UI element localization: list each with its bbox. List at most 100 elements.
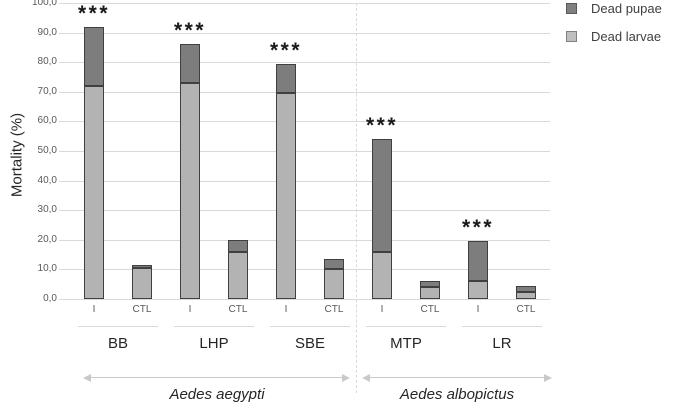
- legend-item-dead-pupae: Dead pupae: [566, 0, 662, 17]
- bar-BB-I: [84, 26, 104, 299]
- dead-pupae-swatch: [566, 3, 577, 14]
- species-separator-dashed-line: [356, 3, 357, 393]
- dead-larvae-swatch: [566, 31, 577, 42]
- gridline-10,0: [66, 269, 550, 271]
- condition-label-BB-CTL: CTL: [132, 304, 152, 315]
- y-tick-mark: [59, 180, 66, 182]
- bar-LR-CTL: [516, 285, 536, 299]
- gridline-90,0: [66, 32, 550, 34]
- bar-LHP-I: [180, 44, 200, 299]
- significance-stars-LR: ***: [461, 216, 495, 240]
- gridline-30,0: [66, 210, 550, 212]
- segment-dead-pupae: [84, 26, 104, 86]
- condition-label-MTP-I: I: [380, 304, 384, 315]
- y-tick-label: 60,0: [37, 115, 57, 127]
- segment-dead-larvae: [372, 251, 392, 299]
- segment-dead-pupae: [276, 63, 296, 94]
- y-tick-label: 0,0: [43, 293, 57, 304]
- y-tick-label: 100,0: [31, 0, 57, 8]
- y-tick-mark: [59, 91, 66, 93]
- aedes-aegypti-section-arrow: [83, 373, 350, 382]
- significance-stars-SBE: ***: [269, 38, 303, 62]
- group-label-LR: LR: [492, 335, 512, 352]
- y-tick-mark: [59, 3, 66, 4]
- bar-MTP-I: [372, 139, 392, 299]
- condition-label-BB-I: I: [92, 304, 96, 315]
- species-label-aedes-aegypti: Aedes aegypti: [169, 386, 265, 403]
- y-tick-label: 80,0: [37, 56, 57, 68]
- legend-item-dead-larvae: Dead larvae: [566, 28, 662, 45]
- gridline-0,0: [66, 299, 550, 300]
- y-tick-label: 70,0: [37, 85, 57, 97]
- segment-dead-larvae: [276, 93, 296, 299]
- segment-dead-pupae: [372, 139, 392, 252]
- segment-dead-larvae: [228, 251, 248, 299]
- bar-MTP-CTL: [420, 281, 440, 299]
- gridline-70,0: [66, 91, 550, 93]
- segment-dead-pupae: [516, 285, 536, 292]
- group-label-LHP: LHP: [199, 335, 229, 352]
- group-label-MTP: MTP: [390, 335, 422, 352]
- y-tick-mark: [59, 239, 66, 241]
- segment-dead-pupae: [324, 259, 344, 270]
- legend-label-dead-larvae: Dead larvae: [591, 29, 662, 44]
- group-label-SBE: SBE: [294, 335, 325, 352]
- y-tick-label: 30,0: [37, 204, 57, 216]
- condition-label-LHP-CTL: CTL: [228, 304, 248, 315]
- bar-SBE-I: [276, 63, 296, 299]
- significance-stars-LHP: ***: [173, 19, 207, 43]
- y-tick-label: 90,0: [37, 26, 57, 38]
- y-tick-mark: [59, 151, 66, 152]
- segment-dead-larvae: [468, 281, 488, 299]
- y-tick-mark: [59, 32, 66, 34]
- group-tick-line-LHP: [174, 326, 254, 327]
- gridline-40,0: [66, 180, 550, 182]
- significance-stars-MTP: ***: [365, 114, 399, 138]
- condition-label-LHP-I: I: [188, 304, 192, 315]
- bar-BB-CTL: [132, 264, 152, 299]
- condition-label-SBE-I: I: [284, 304, 288, 315]
- y-tick-mark: [59, 269, 66, 271]
- group-label-BB: BB: [107, 335, 128, 352]
- condition-label-MTP-CTL: CTL: [420, 304, 440, 315]
- segment-dead-larvae: [132, 267, 152, 299]
- segment-dead-pupae: [228, 239, 248, 252]
- segment-dead-larvae: [84, 85, 104, 299]
- segment-dead-larvae: [420, 287, 440, 299]
- y-tick-mark: [59, 210, 66, 212]
- legend-label-dead-pupae: Dead pupae: [591, 1, 662, 16]
- condition-label-LR-CTL: CTL: [516, 304, 536, 315]
- group-tick-line-BB: [78, 326, 158, 327]
- y-tick-label: 40,0: [37, 174, 57, 186]
- y-tick-mark: [59, 121, 66, 123]
- segment-dead-pupae: [468, 241, 488, 282]
- significance-stars-BB: ***: [77, 1, 111, 25]
- group-tick-line-SBE: [270, 326, 350, 327]
- gridline-60,0: [66, 121, 550, 123]
- group-tick-line-LR: [462, 326, 542, 327]
- group-tick-line-MTP: [366, 326, 446, 327]
- condition-label-LR-I: I: [476, 304, 480, 315]
- gridline-80,0: [66, 62, 550, 64]
- segment-dead-larvae: [516, 291, 536, 299]
- bar-LR-I: [468, 241, 488, 299]
- gridline-20,0: [66, 239, 550, 241]
- segment-dead-pupae: [420, 281, 440, 288]
- condition-label-SBE-CTL: CTL: [324, 304, 344, 315]
- y-tick-label: 20,0: [37, 233, 57, 245]
- legend: Dead pupae Dead larvae: [566, 0, 662, 56]
- segment-dead-pupae: [180, 44, 200, 83]
- segment-dead-larvae: [180, 82, 200, 299]
- segment-dead-larvae: [324, 269, 344, 299]
- gridline-100,0: [66, 3, 550, 4]
- y-tick-label: 10,0: [37, 263, 57, 275]
- bar-LHP-CTL: [228, 239, 248, 299]
- bar-SBE-CTL: [324, 259, 344, 299]
- segment-dead-pupae: [132, 264, 152, 268]
- y-tick-label: 50,0: [37, 145, 57, 156]
- y-tick-mark: [59, 299, 66, 300]
- gridline-50,0: [66, 151, 550, 152]
- species-label-aedes-albopictus: Aedes albopictus: [399, 386, 515, 403]
- aedes-albopictus-section-arrow: [362, 373, 552, 382]
